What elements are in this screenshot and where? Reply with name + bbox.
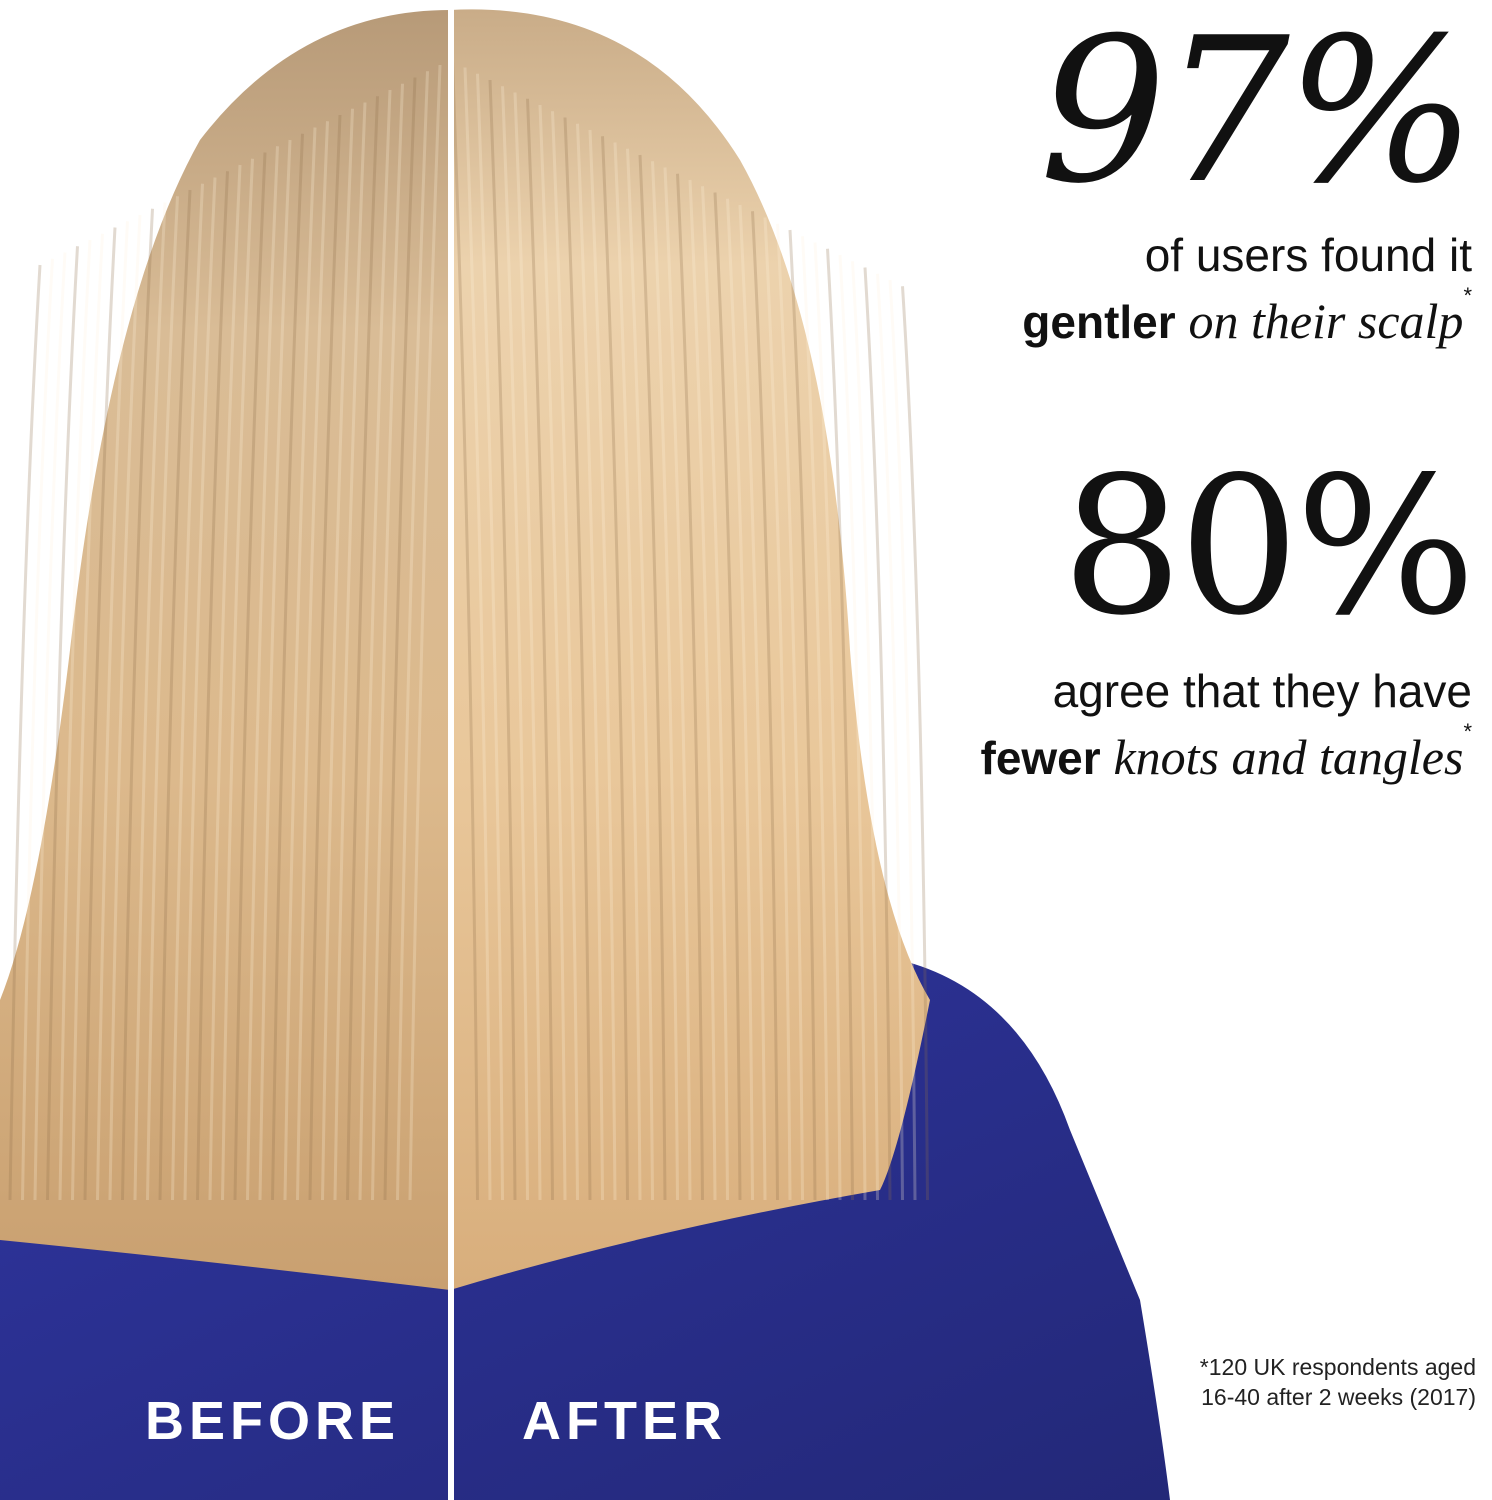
hair-strand [751,211,779,1201]
hair-strand [271,133,304,1201]
hair-strand [358,89,392,1201]
hair-strand [863,267,892,1201]
hair-strand [221,158,254,1201]
hair-strand [71,233,104,1201]
hair-strand [346,96,379,1201]
hair-strand [638,154,667,1201]
hair-strand [463,67,492,1201]
hair-strand [738,204,767,1201]
hair-strands [8,61,929,1201]
hair-strand [538,104,567,1201]
hair-strand [308,114,342,1201]
hair-strand [283,127,317,1201]
stat-97-italic: on their scalp [1188,293,1464,349]
hair-strand [96,221,129,1201]
hair-strand [321,108,354,1201]
hair-strand [396,71,429,1201]
footnote: *120 UK respondents aged 16-40 after 2 w… [1199,1354,1476,1411]
hair-strand [888,279,917,1201]
hair-strand [108,214,142,1201]
hair-strand [488,79,517,1201]
hair-strand [408,64,442,1201]
hair-strand [258,139,292,1201]
footnote-mark: * [1463,283,1472,308]
stat-97-value: 97% [1039,0,1476,228]
stat-97-bold: gentler [1022,296,1176,348]
hair-strand [813,242,842,1201]
hair-strand [183,177,217,1201]
hair-strand [513,92,542,1201]
hair-strand [726,198,754,1201]
hair-strand [246,146,279,1201]
hair-strand [851,261,879,1201]
hair-strand [171,183,204,1201]
hair-strand [333,102,367,1201]
hair-strand [788,229,817,1201]
hair-strand [763,217,792,1201]
hair-strand [158,189,192,1201]
hair-strand [676,173,704,1201]
hair-strand [526,98,554,1201]
hair-strand [551,111,579,1201]
hair-strand [476,73,504,1201]
after-label: AFTER [522,1391,727,1451]
hair-strand [613,142,642,1201]
hair-strand [626,148,654,1201]
hair-strand [46,246,79,1201]
hair-strand [8,264,42,1201]
hair-strand [776,223,804,1201]
hair-strand [383,77,417,1201]
hair-strand [58,239,92,1201]
footnote-mark: * [1463,719,1472,744]
hair-strand [133,202,167,1201]
hair-strand [801,236,829,1201]
hair-strand [451,61,479,1201]
hair-strand [876,273,904,1201]
stat-80-emphasis: fewer knots and tangles* [980,721,1473,786]
hair-strand [901,286,929,1201]
hair-strand [371,83,404,1201]
hair-strand [588,129,617,1201]
hair-before [0,10,450,1290]
before-label: BEFORE [145,1391,401,1451]
hair-strand [563,117,592,1201]
hair-strand [196,171,229,1201]
hair-strand [501,86,529,1201]
hair-strand [576,123,604,1201]
hair-strand [713,192,742,1201]
hair-strand [296,121,329,1201]
hair-strand [601,136,629,1201]
hair-strand [651,161,679,1201]
hair-strand [21,258,54,1201]
hair-strand [33,252,67,1201]
hair-strand [146,196,179,1201]
hair-strand [233,152,267,1201]
hair-strand [208,164,242,1201]
hair-strand [826,248,854,1201]
hair-strand [838,254,867,1201]
stat-80-bold: fewer [980,732,1101,784]
stat-80-value: 80% [1061,436,1476,657]
hair-strand [83,227,117,1201]
hair-after [450,9,930,1291]
stat-97-emphasis: gentler on their scalp* [1022,285,1472,350]
stat-80-italic: knots and tangles [1113,729,1464,785]
hair-strand [121,208,154,1201]
hair-strand [663,167,692,1201]
hair-strand [701,186,729,1201]
hair-strand [688,179,717,1201]
stat-97-text: of users found it [1144,229,1472,281]
stat-80-text: agree that they have [1052,665,1472,717]
